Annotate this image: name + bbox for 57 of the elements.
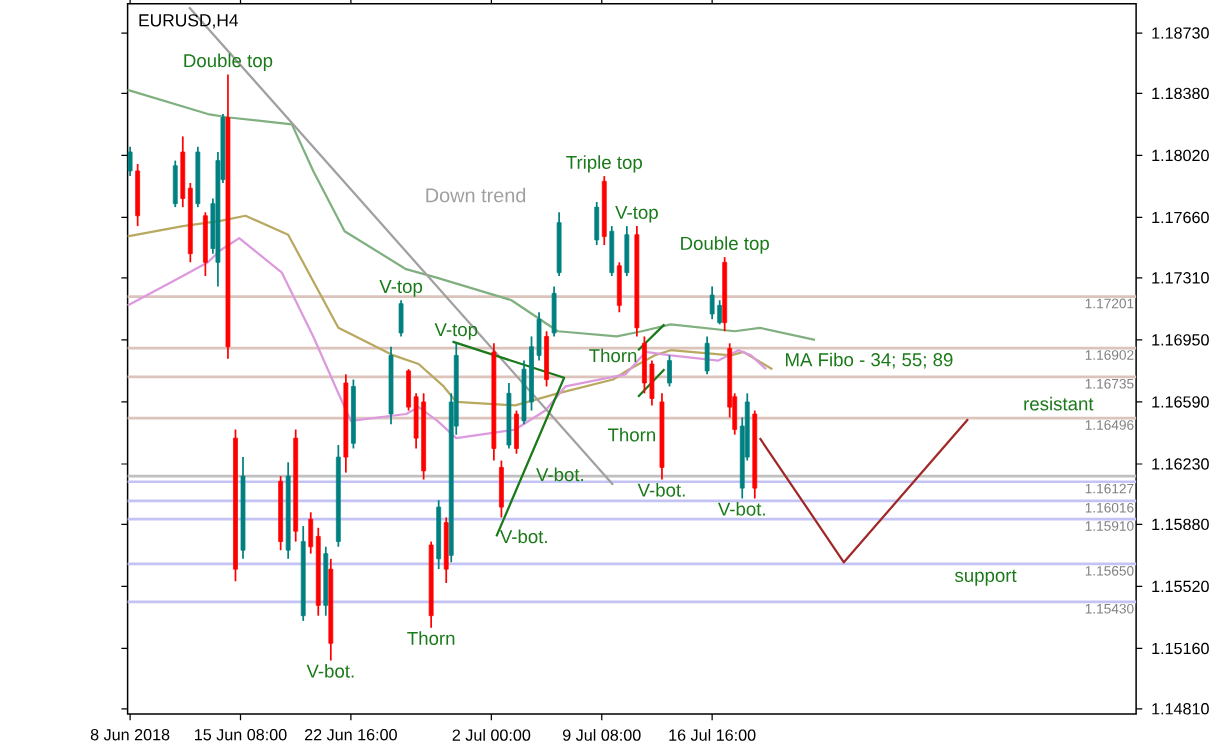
annotation: V-top: [434, 323, 478, 340]
annotation: V-bot.: [536, 467, 583, 482]
y-tick-label: 1.16230: [1152, 458, 1209, 470]
annotation: V-bot.: [499, 529, 547, 544]
y-tick-label: 1.18730: [1152, 27, 1209, 39]
x-tick-label: 2 Jul 00:00: [452, 729, 531, 741]
y-tick-label: 1.15160: [1152, 642, 1209, 655]
x-tick-label: 16 Jul 16:00: [669, 729, 756, 741]
y-tick-label: 1.16590: [1152, 396, 1209, 408]
candlestick: [667, 354, 672, 388]
candlestick: [443, 516, 449, 584]
candlestick: [642, 335, 647, 395]
y-tick-label: 1.16950: [1152, 334, 1209, 346]
candlestick: [127, 146, 133, 178]
candlestick: [709, 285, 715, 321]
line-series: [126, 88, 817, 342]
x-tick-label: 8 Jun 2018: [90, 729, 170, 741]
candlestick: [624, 225, 630, 278]
annotation: resistant: [1024, 396, 1094, 411]
annotation: V-bot.: [717, 502, 765, 516]
y-tick-label: 1.15880: [1152, 518, 1209, 531]
annotation: Triple top: [566, 155, 642, 173]
annotation: Double top: [681, 236, 769, 254]
annotation: MA Fibo - 34; 55; 89: [786, 352, 953, 369]
candlestick: [172, 159, 178, 209]
x-tick-label: 9 Jul 08:00: [562, 729, 641, 741]
candlestick: [398, 299, 404, 338]
x-tick-label: 15 Jun 08:00: [195, 729, 287, 741]
candlestick: [704, 335, 710, 376]
y-tick-label: 1.14810: [1152, 703, 1209, 715]
y-tick-label: 1.17310: [1152, 272, 1209, 284]
candlestick: [594, 201, 600, 247]
candlestick: [544, 330, 549, 388]
y-tick-label: 1.15520: [1152, 580, 1209, 593]
candlestick: [135, 163, 141, 228]
annotation: Thorn: [589, 348, 637, 363]
y-tick-label: 1.17660: [1152, 211, 1209, 224]
candlestick: [551, 285, 557, 338]
y-tick-label: 1.18020: [1152, 149, 1209, 162]
y-tick-label: 1.18380: [1152, 87, 1209, 100]
candlestick: [717, 299, 723, 326]
candlestick: [202, 211, 208, 278]
text: Down trend: [426, 187, 526, 203]
annotation: support: [955, 569, 1017, 586]
annotation: V-top: [379, 280, 423, 297]
candlestick: [616, 261, 622, 314]
annotation: V-top: [615, 206, 658, 223]
annotation: V-bot.: [306, 664, 354, 678]
candlestick: [499, 459, 504, 519]
annotation: Double top: [184, 53, 273, 72]
x-tick-label: 22 Jun 16:00: [304, 729, 397, 741]
candlestick: [514, 409, 519, 455]
annotation: V-bot.: [637, 483, 685, 497]
annotation: Thorn: [407, 631, 455, 646]
text: EURUSD,H4: [139, 14, 239, 29]
candlestick: [609, 225, 615, 278]
annotation: Thorn: [607, 428, 655, 442]
